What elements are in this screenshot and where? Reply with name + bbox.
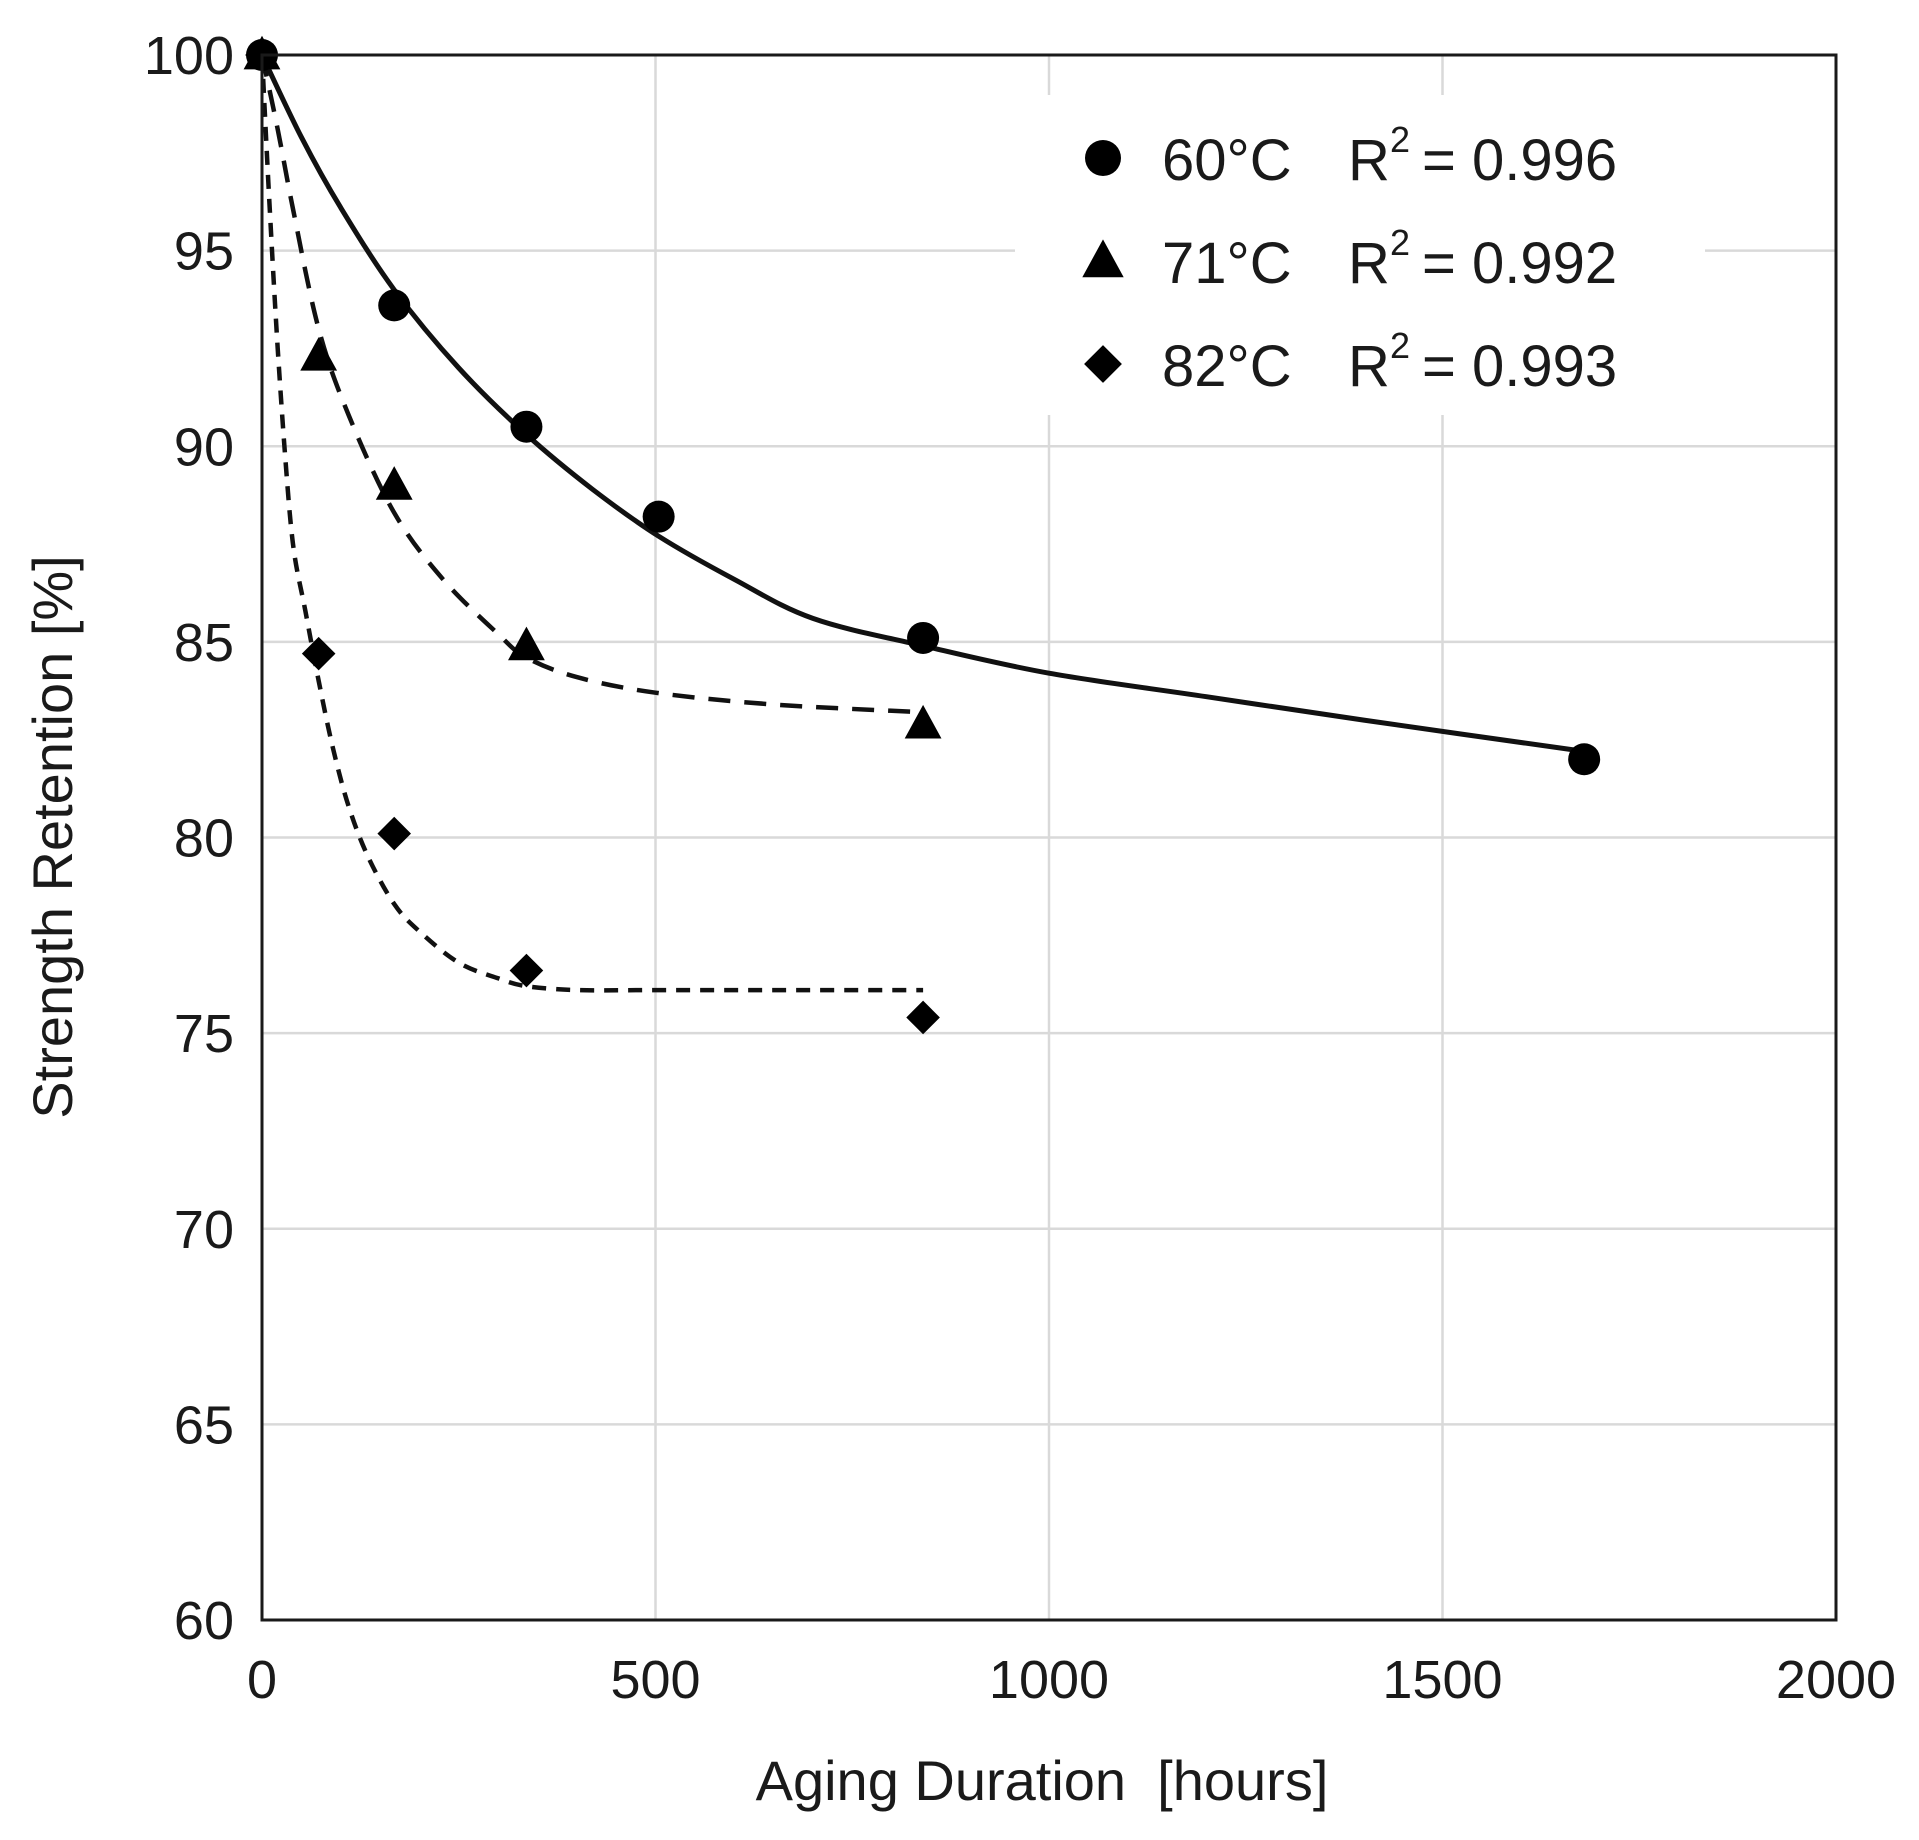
legend-r2-label: R [1348,128,1390,193]
data-point-diamond [906,1000,940,1035]
legend-r2-value: = 0.992 [1422,231,1617,296]
y-tick-label: 90 [174,417,234,477]
legend-r2-label: R [1348,334,1390,399]
legend-marker-diamond [1084,345,1122,383]
legend-series-name: 60°C [1162,128,1292,193]
x-tick-label: 1500 [1382,1650,1502,1710]
legend-entry: 71°C R 2 = 0.992 [1082,222,1617,296]
data-point-diamond [301,636,336,671]
legend-r2-value: = 0.993 [1422,334,1617,399]
axis-titles: Aging Duration [hours] Strength Retentio… [21,555,1328,1812]
legend-r2-value: = 0.996 [1422,128,1617,193]
legend-r2-superscript: 2 [1390,325,1410,366]
data-point-diamond [509,953,544,988]
legend-series-name: 71°C [1162,231,1292,296]
fit-curves [259,53,1585,993]
data-point-triangle [904,704,942,739]
y-tick-label: 75 [174,1004,234,1064]
legend-entry: 82°C R 2 = 0.993 [1084,325,1617,399]
x-tick-label: 1000 [989,1650,1109,1710]
plot-border [260,53,1838,1622]
fit-curve-71c [259,54,924,715]
y-tick-label: 100 [144,26,234,86]
legend-r2-superscript: 2 [1390,222,1410,263]
y-axis-title: Strength Retention [%] [21,555,84,1118]
data-point-triangle [375,466,413,500]
data-point-circle [642,500,675,533]
data-point-circle [378,289,411,322]
x-tick-label: 2000 [1776,1650,1896,1710]
legend-series-name: 82°C [1162,334,1292,399]
x-tick-label: 500 [610,1650,700,1710]
plot-frame [260,53,1838,1622]
fit-curve-60c [259,53,1585,754]
data-point-circle [1568,743,1601,776]
data-point-triangle [300,337,338,371]
y-tick-label: 65 [174,1395,234,1455]
legend-entry: 60°C R 2 = 0.996 [1085,119,1617,193]
legend-r2-label: R [1348,231,1390,296]
data-markers [243,35,1601,1035]
data-point-triangle [508,626,545,661]
legend-marker-circle [1085,140,1121,176]
y-tick-label: 60 [174,1591,234,1651]
fit-curve-82c [259,54,924,993]
x-tick-label: 0 [247,1650,277,1710]
data-point-circle [510,410,543,443]
legend-background [1015,95,1705,415]
data-point-circle [907,621,940,654]
x-axis-title: Aging Duration [hours] [756,1749,1329,1812]
y-tick-label: 70 [174,1200,234,1260]
legend-marker-triangle [1082,239,1124,278]
data-point-diamond [377,816,412,851]
y-tick-label: 95 [174,222,234,282]
y-tick-label: 85 [174,613,234,673]
legend-r2-superscript: 2 [1390,119,1410,160]
legend-box [1015,95,1705,415]
y-tick-label: 80 [174,809,234,869]
